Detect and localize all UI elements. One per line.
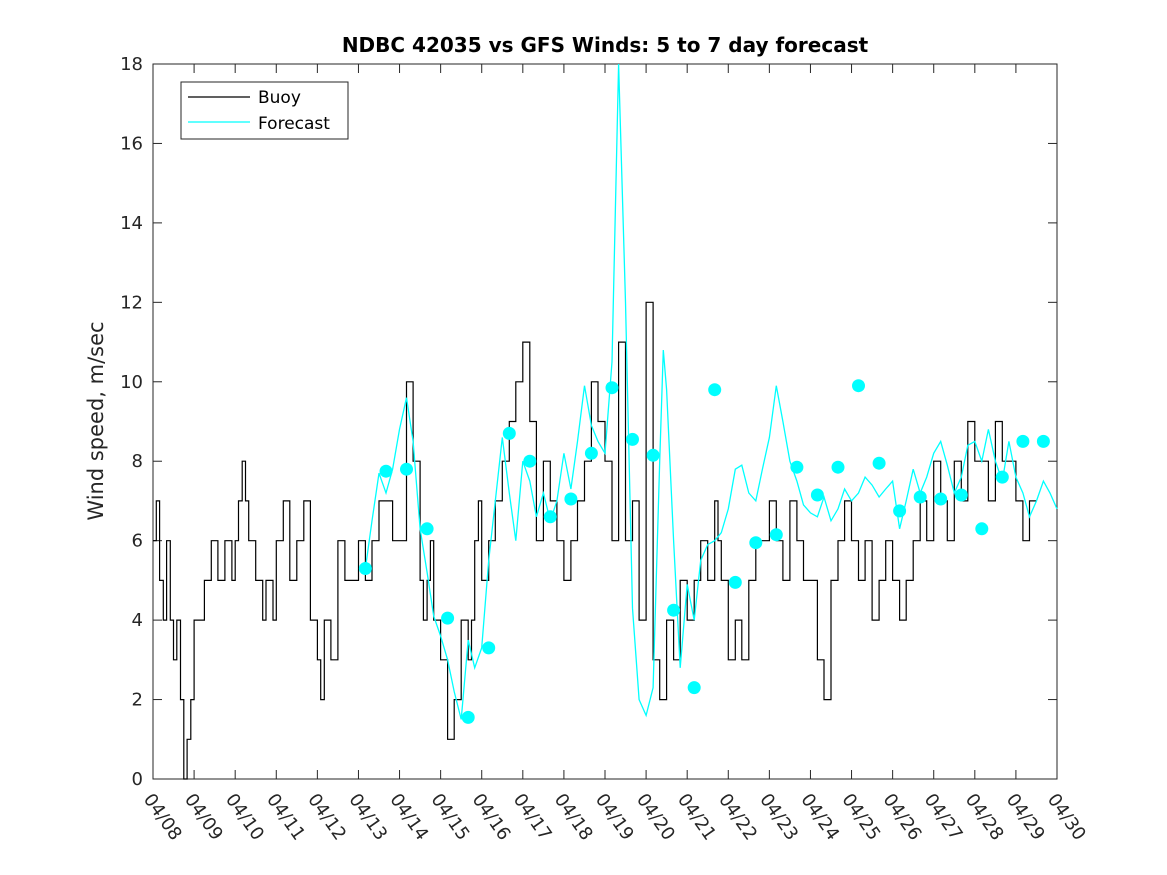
forecast-marker [523, 454, 537, 468]
forecast-marker [831, 460, 845, 474]
forecast-marker [934, 492, 948, 506]
forecast-marker [728, 575, 742, 589]
forecast-marker [543, 510, 557, 524]
forecast-marker [1016, 434, 1030, 448]
forecast-marker [400, 462, 413, 476]
forecast-marker [379, 464, 393, 478]
forecast-marker [810, 488, 824, 502]
y-axis-label: Wind speed, m/sec [84, 321, 108, 520]
y-tick-label: 8 [132, 451, 143, 472]
chart-title: NDBC 42035 vs GFS Winds: 5 to 7 day fore… [342, 33, 869, 57]
forecast-marker [687, 681, 701, 695]
y-tick-label: 2 [132, 690, 143, 711]
forecast-marker [852, 379, 865, 393]
forecast-marker [913, 490, 927, 504]
forecast-marker [872, 456, 886, 470]
forecast-marker [420, 522, 434, 536]
forecast-marker [502, 426, 516, 440]
forecast-marker [1036, 434, 1050, 448]
y-tick-label: 10 [120, 372, 143, 393]
forecast-marker [790, 460, 804, 474]
series-buoy-line [153, 301, 1037, 780]
forecast-marker [954, 488, 968, 502]
forecast-markers [358, 379, 1050, 724]
forecast-marker [358, 562, 372, 575]
forecast-marker [749, 536, 763, 550]
forecast-marker [626, 432, 639, 446]
y-tick-label: 4 [132, 610, 143, 631]
y-tick-label: 18 [120, 54, 143, 75]
y-axis: 0 2 4 6 8 10 12 14 16 18 [120, 54, 1057, 790]
forecast-marker [975, 522, 989, 536]
series-forecast-line [364, 63, 1058, 720]
legend-buoy-label: Buoy [258, 88, 301, 108]
legend: Buoy Forecast [180, 81, 349, 140]
forecast-marker [667, 603, 681, 617]
y-tick-label: 14 [120, 213, 143, 234]
y-tick-label: 12 [120, 292, 143, 313]
y-tick-label: 0 [132, 769, 143, 790]
forecast-marker [584, 446, 598, 460]
forecast-marker [461, 710, 475, 724]
y-tick-label: 16 [120, 133, 143, 154]
forecast-marker [564, 492, 578, 506]
legend-box [180, 81, 349, 140]
forecast-marker [995, 470, 1009, 484]
series-layer [153, 63, 1058, 780]
forecast-marker [893, 504, 907, 518]
forecast-marker [441, 611, 455, 625]
forecast-marker [769, 528, 783, 542]
forecast-marker [646, 448, 660, 462]
forecast-marker [708, 383, 722, 397]
legend-forecast-label: Forecast [258, 114, 330, 134]
forecast-marker [482, 641, 496, 655]
y-tick-label: 6 [132, 531, 143, 552]
forecast-marker [605, 381, 619, 395]
